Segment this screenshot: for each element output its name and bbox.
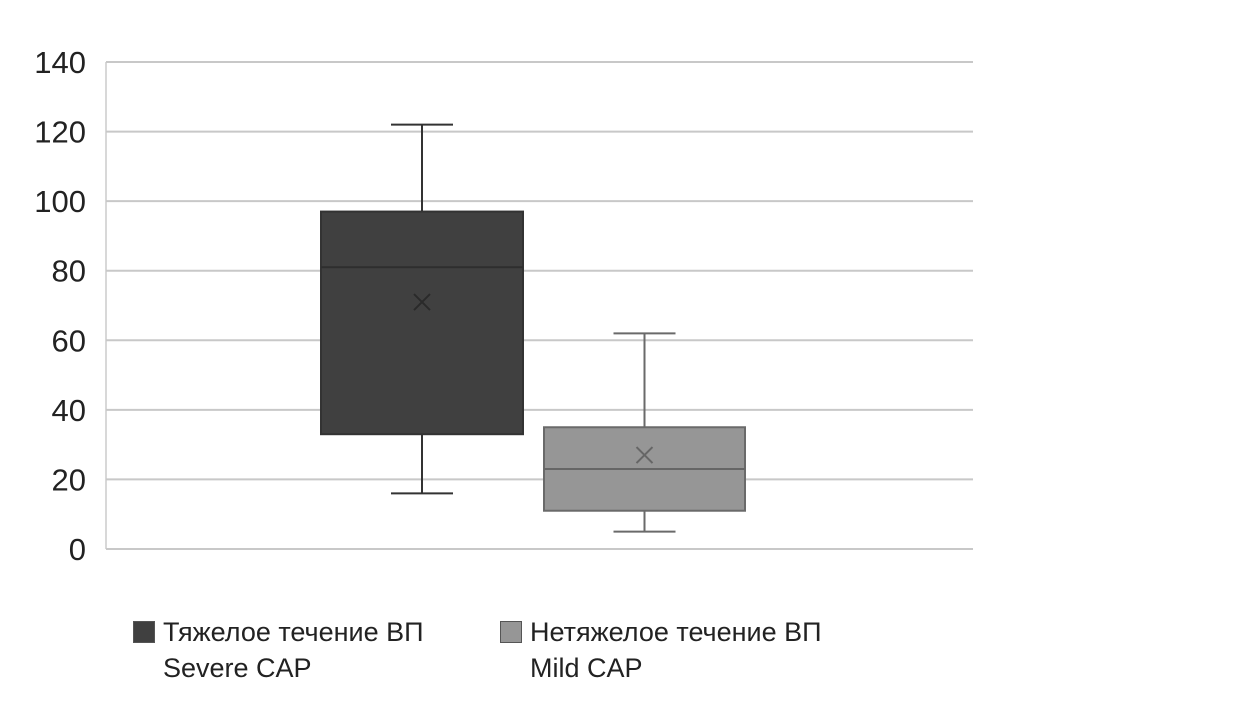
y-tick-label: 140 xyxy=(34,45,86,80)
box-plot-chart: 0 20 40 60 80 100 120 140 xyxy=(34,45,973,567)
legend-label-severe-en: Severe CAP xyxy=(163,653,312,683)
y-tick-label: 0 xyxy=(69,532,86,567)
y-tick-label: 60 xyxy=(52,323,86,358)
legend-swatch-severe xyxy=(133,620,155,643)
legend-label-severe: Тяжелое течение ВП xyxy=(163,617,424,647)
legend-item-mild: Нетяжелое течение ВП Mild CAP xyxy=(500,614,822,686)
legend-label-mild-en: Mild CAP xyxy=(530,653,643,683)
y-tick-label: 120 xyxy=(34,115,86,150)
y-tick-label: 80 xyxy=(52,254,86,289)
legend-item-severe: Тяжелое течение ВП Severe CAP xyxy=(133,614,424,686)
legend-swatch-mild xyxy=(500,620,522,643)
y-tick-label: 100 xyxy=(34,184,86,219)
y-tick-label: 20 xyxy=(52,462,86,497)
box xyxy=(320,210,524,436)
y-tick-label: 40 xyxy=(52,393,86,428)
legend-label-mild: Нетяжелое течение ВП xyxy=(530,617,822,647)
mean-marker xyxy=(635,446,654,464)
mean-marker xyxy=(413,293,431,311)
